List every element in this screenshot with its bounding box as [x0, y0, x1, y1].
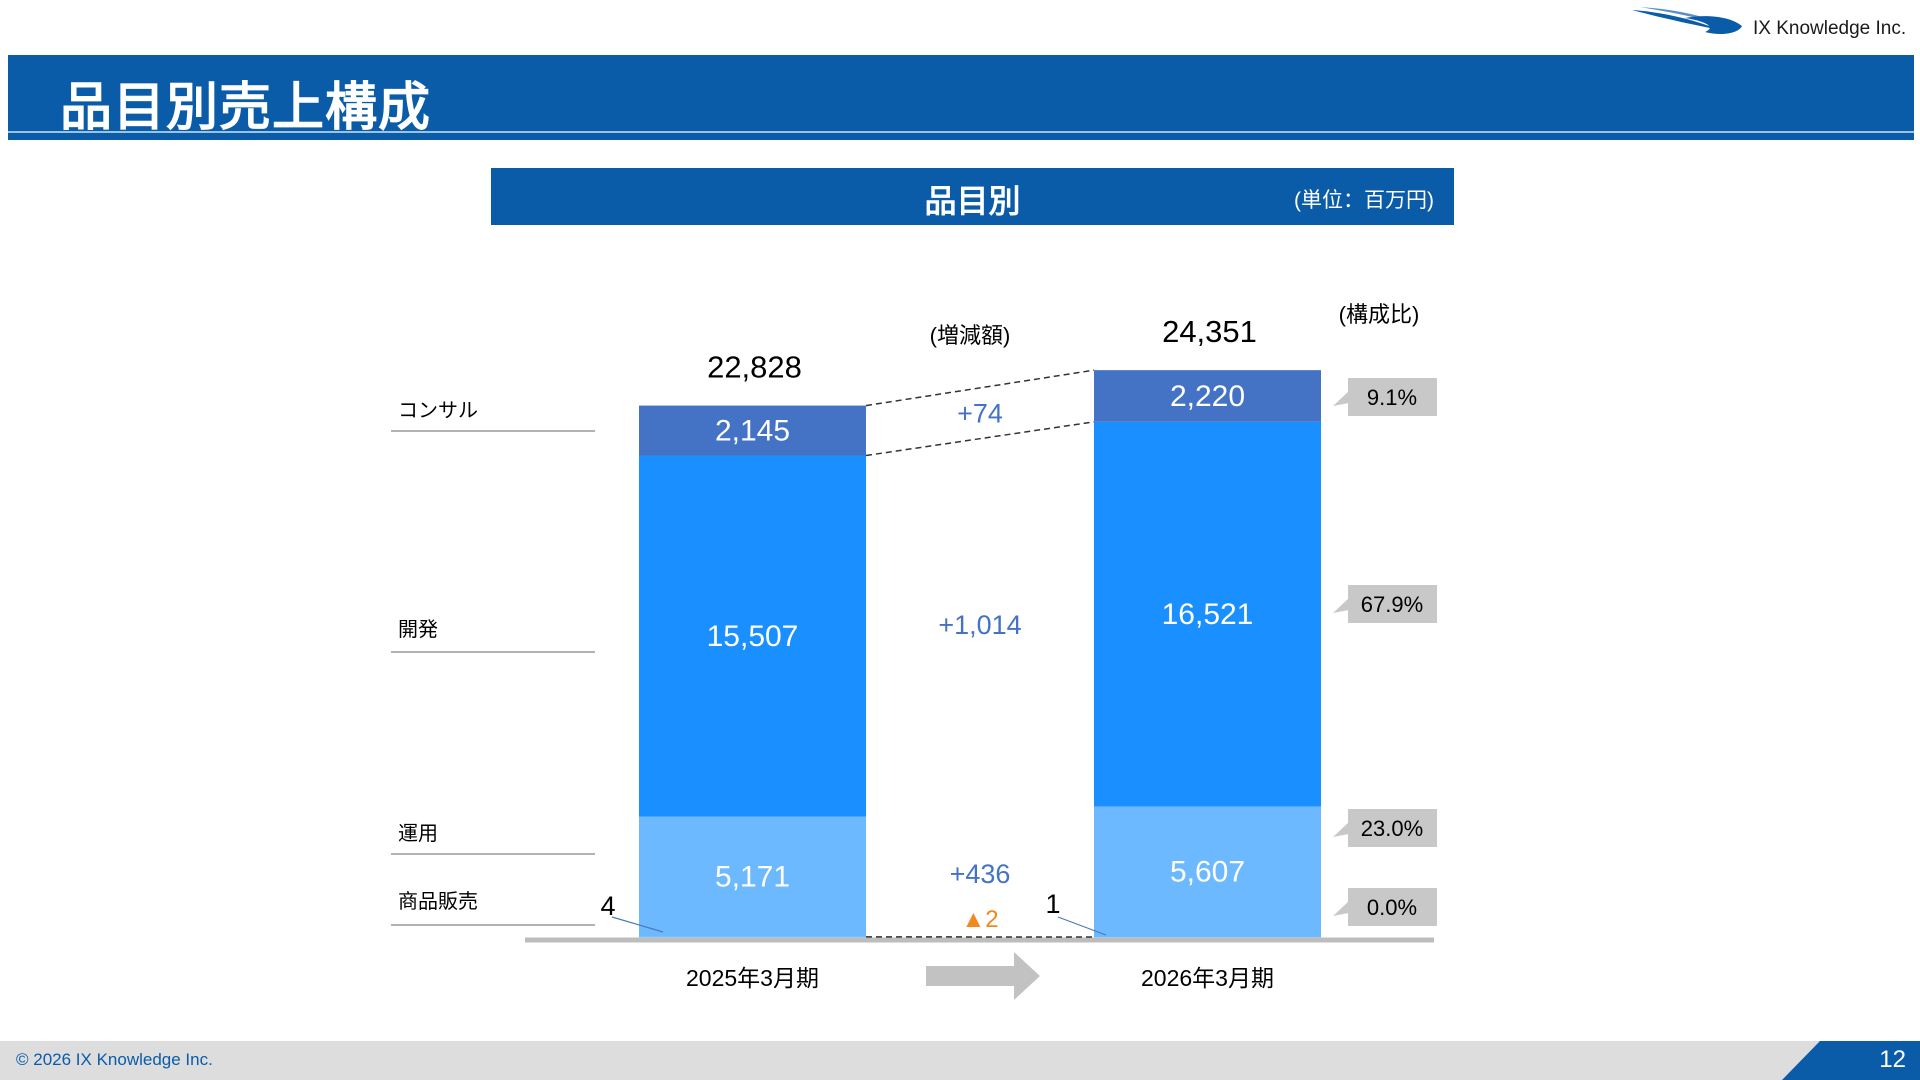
connector-line	[865, 369, 1095, 407]
bar-segment-consul	[639, 405, 866, 456]
callout-pointer	[1333, 822, 1349, 837]
page-title: 品目別売上構成	[60, 79, 432, 137]
change-label-ops: +436	[950, 859, 1011, 889]
title-rule	[8, 131, 1914, 133]
stacked-bar-chart: 5,171 15,507 2,145 22,828 2025年3月期 5,607 16,52…	[391, 302, 1437, 1000]
page-number-tab	[1782, 1041, 1920, 1080]
category-label: 2025年3月期	[686, 965, 819, 991]
data-label-dev: 15,507	[707, 620, 799, 653]
legend-label-ops: 運用	[398, 823, 438, 845]
share-callout-ops	[1348, 809, 1437, 847]
bar-segment-ops	[1094, 806, 1321, 937]
leader-line	[611, 916, 664, 933]
data-label-consul: 2,145	[715, 415, 790, 448]
share-callout-dev	[1348, 585, 1437, 623]
data-label-dev: 16,521	[1162, 598, 1254, 631]
data-label-ops: 5,171	[715, 861, 790, 894]
legend-label-dev: 開発	[398, 618, 438, 641]
bar-segment-ops	[639, 816, 866, 937]
logo-swoosh-icon	[1632, 7, 1742, 34]
bar-segment-dev	[639, 455, 866, 817]
share-label-sales: 0.0%	[1367, 895, 1417, 920]
connector-line	[865, 421, 1095, 457]
right-arrow-icon	[926, 952, 1040, 1000]
callout-pointer	[1333, 901, 1349, 916]
page-number: 12	[1879, 1046, 1906, 1073]
callout-pointer	[1333, 391, 1349, 406]
total-label: 24,351	[1162, 314, 1257, 349]
logo-text: IX Knowledge Inc.	[1753, 18, 1907, 39]
callout-pointer	[1333, 598, 1349, 613]
change-label-sales: ▲2	[961, 906, 998, 933]
chart-header: 品目別 (単位：百万円)	[491, 168, 1454, 225]
legend-label-sales: 商品販売	[398, 890, 478, 913]
chart-unit: (単位：百万円)	[1294, 189, 1434, 212]
bar-segment-sales	[1094, 936, 1321, 938]
leader-line	[1057, 916, 1107, 936]
share-label-consul: 9.1%	[1367, 385, 1417, 410]
bar-segment-consul	[1094, 370, 1321, 422]
footer: © 2026 IX Knowledge Inc. 12	[0, 1041, 1920, 1080]
bar-segment-sales	[639, 936, 866, 938]
bar-segment-dev	[1094, 421, 1321, 807]
total-label: 22,828	[707, 350, 802, 385]
change-label-consul: +74	[957, 398, 1003, 428]
data-label-consul: 2,220	[1170, 380, 1245, 413]
category-label: 2026年3月期	[1141, 965, 1274, 991]
change-label-dev: +1,014	[938, 610, 1021, 640]
share-callout-sales	[1348, 888, 1437, 926]
change-header: (増減額)	[930, 323, 1011, 348]
share-callout-consul	[1348, 378, 1437, 416]
copyright: © 2026 IX Knowledge Inc.	[16, 1050, 213, 1069]
legend-label-consul: コンサル	[398, 400, 478, 422]
share-label-ops: 23.0%	[1361, 816, 1423, 841]
title-bar: 品目別売上構成	[8, 55, 1914, 140]
share-header: (構成比)	[1339, 302, 1420, 327]
data-label-sales: 1	[1045, 889, 1060, 919]
data-label-ops: 5,607	[1170, 856, 1245, 889]
data-label-sales: 4	[600, 891, 615, 921]
share-label-dev: 67.9%	[1361, 592, 1423, 617]
chart-title: 品目別	[924, 183, 1021, 219]
company-logo: IX Knowledge Inc.	[1630, 4, 1915, 46]
